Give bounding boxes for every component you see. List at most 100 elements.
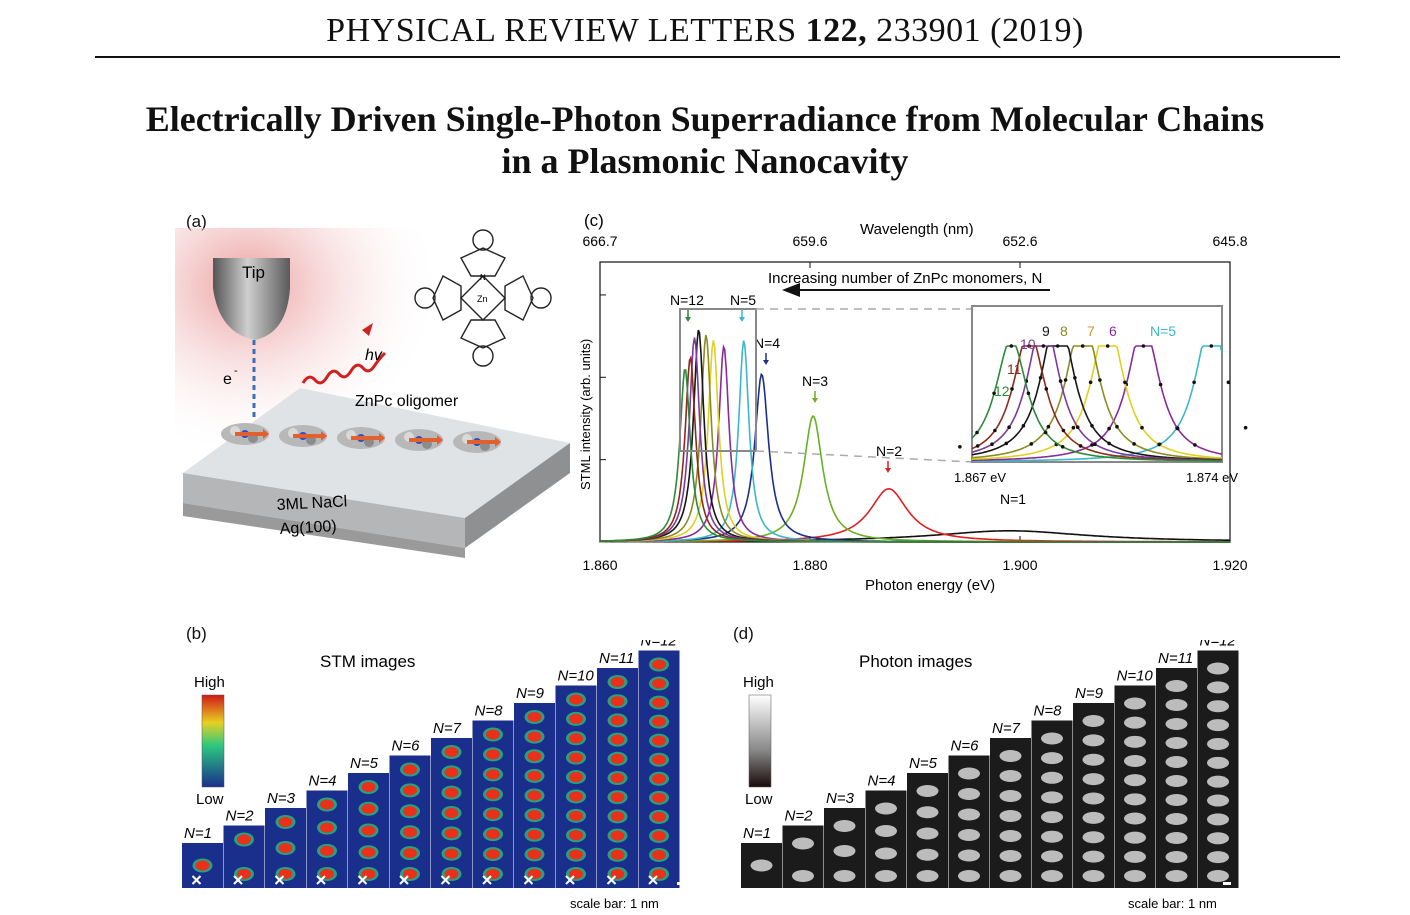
photon-lobe: [1082, 773, 1105, 786]
stm-molecule: [652, 830, 666, 841]
chain-n-label: N=9: [1075, 685, 1104, 702]
inset-spectrum-line: [971, 345, 1223, 462]
inset-data-point: [1132, 442, 1136, 446]
stm-molecule: [610, 792, 625, 803]
photon-lobe: [1082, 715, 1105, 727]
stm-molecule: [444, 808, 459, 818]
inset-data-point: [1123, 380, 1127, 385]
inset-data-point: [1075, 425, 1080, 429]
stm-tip: [213, 258, 290, 340]
chain-image: [389, 755, 431, 888]
photon-lobe: [1124, 697, 1146, 710]
chain-end-marker: [191, 875, 202, 885]
peak-label: N=1: [1000, 491, 1026, 507]
photon-tile: [1031, 720, 1073, 888]
journal-article: 233901 (2019): [876, 12, 1084, 49]
paper-title: Electrically Driven Single-Photon Superr…: [0, 98, 1410, 182]
photon-lobe: [1041, 830, 1063, 843]
stm-tile: [472, 720, 514, 888]
inset-data-point: [1107, 426, 1111, 431]
inset-data-point: [992, 391, 996, 396]
photon-images: Photon images High Low scale bar: 1 nm N…: [741, 640, 1239, 911]
chain-n-label: N=5: [350, 755, 379, 772]
peak-label: N=2: [876, 443, 902, 459]
photon-lobe: [1041, 732, 1063, 745]
tip-label: Tip: [242, 263, 265, 282]
stm-title: STM images: [320, 652, 415, 671]
trend-arrow-head: [782, 283, 800, 297]
stm-molecule: [361, 803, 376, 814]
photon-lobe: [1207, 794, 1229, 807]
stm-molecule: [403, 806, 417, 817]
photon-lobe: [958, 808, 980, 821]
znpc-zn-atom: Zn: [477, 294, 488, 304]
inset-peak-label: 9: [1042, 323, 1050, 339]
chain-end-marker: [233, 875, 243, 885]
photon-lobe: [1165, 794, 1188, 806]
inset-data-point: [1041, 344, 1046, 348]
chain-n-label: N=8: [1034, 703, 1063, 720]
chain-n-label: N=7: [992, 720, 1021, 737]
photon-lobe: [1165, 851, 1188, 863]
peak-label: N=4: [754, 335, 780, 351]
electron-label: e: [223, 371, 232, 388]
inset-data-point: [1088, 380, 1093, 385]
stm-molecule: [527, 810, 542, 821]
inset-data-point: [1157, 442, 1161, 447]
chain-image: [990, 738, 1031, 888]
inset-data-point: [990, 442, 994, 446]
stm-molecule: [320, 845, 334, 856]
stm-molecule: [652, 849, 666, 860]
chain-end-marker: [565, 875, 575, 885]
chain-n-label: N=9: [516, 685, 545, 702]
stm-molecule: [652, 735, 666, 746]
inset-data-point: [1029, 442, 1034, 446]
inset-peak-label: 12: [994, 383, 1010, 399]
scale-bar: [677, 882, 685, 885]
photon-scale-label: scale bar: 1 nm: [1128, 896, 1217, 911]
chain-n-label: N=2: [785, 808, 814, 825]
chain-image: [514, 703, 555, 888]
panel-d-label: (d): [733, 624, 754, 643]
chain-n-label: N=10: [558, 668, 595, 685]
photon-lobe: [1082, 811, 1105, 824]
stm-molecule: [610, 734, 625, 745]
inset-data-point: [1038, 376, 1043, 380]
stm-molecule: [444, 848, 459, 859]
chain-n-label: N=2: [226, 808, 255, 825]
photon-lobe: [1041, 752, 1063, 765]
zoom-region: [679, 308, 757, 452]
inset-data-point: [1107, 441, 1111, 446]
inset-data-point: [1158, 382, 1163, 387]
photon-lobe: [1124, 812, 1146, 825]
chain-image: [1073, 703, 1114, 888]
stm-molecule: [652, 716, 666, 727]
nacl-label: 3ML NaCl: [276, 493, 347, 514]
photon-colorbar-high: High: [743, 674, 774, 691]
stm-molecule: [527, 731, 542, 742]
photon-lobe: [1041, 870, 1063, 882]
znpc-n-atom: N: [480, 273, 486, 282]
photon-lobe: [916, 870, 939, 882]
photon-lobe: [1165, 680, 1188, 692]
stm-molecule: [652, 754, 666, 765]
title-line-1: Electrically Driven Single-Photon Superr…: [145, 99, 1265, 139]
stm-molecule: [444, 828, 459, 839]
chain-image: [638, 650, 680, 888]
trend-annotation: Increasing number of ZnPc monomers, N: [768, 270, 1042, 287]
inset-data-point: [1209, 344, 1214, 348]
photon-lobe: [958, 829, 980, 841]
chain-end-marker: [274, 875, 285, 885]
chain-image: [907, 773, 948, 888]
photon-lobe: [1207, 737, 1229, 750]
stm-molecule: [527, 790, 542, 801]
photon-lobe: [1165, 756, 1188, 768]
chain-n-label: N=3: [267, 790, 296, 807]
photon-lobe: [833, 845, 856, 857]
chain-image: [948, 755, 990, 888]
photon-lobe: [958, 870, 980, 882]
stm-molecule: [569, 752, 583, 763]
inset-data-point: [993, 428, 997, 433]
x-tick-label: 1.920: [1212, 557, 1247, 573]
photon-lobe: [1165, 832, 1188, 844]
